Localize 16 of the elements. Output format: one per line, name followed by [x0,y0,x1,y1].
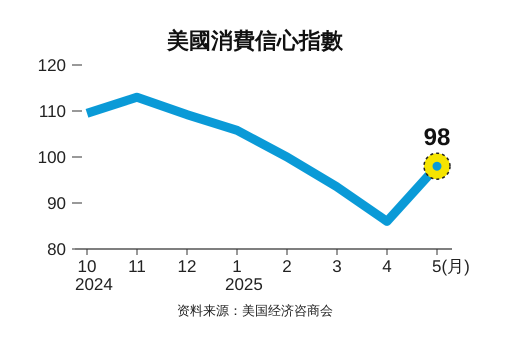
x-tick-label: 11 [128,257,146,276]
x-tick-label: 3 [332,257,342,276]
y-tick-label: 90 [47,194,66,213]
y-tick-label: 110 [38,102,66,121]
x-tick-label: 4 [382,257,392,276]
chart-title: 美國消費信心指數 [166,28,344,53]
x-tick-label: 1 2025 [225,257,263,294]
x-tick-label: 2 [282,257,292,276]
y-tick-label: 120 [38,56,66,75]
x-tick-label: 5(月) [432,257,470,276]
x-tick-label: 10 2024 [75,257,113,294]
data-label: 98 [424,124,450,152]
y-tick-label: 100 [38,148,66,167]
x-tick-label: 12 [178,257,196,276]
text: 资料来源：美国经济咨商会 [177,303,333,318]
y-tick-label: 80 [47,240,66,259]
